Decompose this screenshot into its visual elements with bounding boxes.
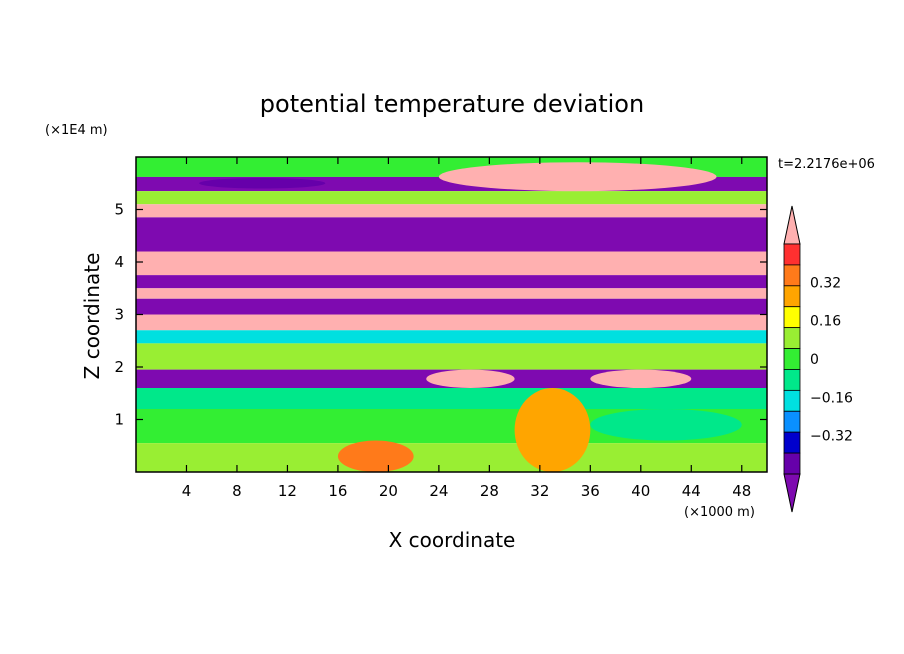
y-tick-label: 2: [114, 358, 124, 376]
x-tick-label: 16: [328, 482, 347, 500]
x-tick-label: 32: [530, 482, 549, 500]
x-tick-label: 40: [631, 482, 650, 500]
y-tick-label: 3: [114, 306, 124, 324]
y-tick-label: 4: [114, 253, 124, 271]
x-tick-label: 28: [480, 482, 499, 500]
contour-band: [136, 343, 767, 370]
colorbar-label: −0.16: [810, 390, 853, 406]
x-tick-label: 20: [379, 482, 398, 500]
colorbar-segment: [783, 348, 801, 370]
colorbar-segment: [783, 369, 801, 391]
x-tick-label: 24: [429, 482, 448, 500]
colorbar-label: 0.16: [810, 314, 841, 330]
x-tick-label: 4: [182, 482, 192, 500]
x-tick-label: 44: [682, 482, 701, 500]
contour-band: [136, 298, 767, 315]
colorbar-segment: [783, 306, 801, 329]
colorbar: 0.32 0.16 0 −0.16 −0.32: [783, 205, 853, 513]
colorbar-label: −0.32: [810, 429, 853, 445]
y-axis-label: Z coordinate: [80, 253, 104, 380]
colorbar-label: 0: [810, 352, 819, 368]
x-tick-label: 8: [232, 482, 242, 500]
x-tick-label: 36: [581, 482, 600, 500]
contour-band: [136, 330, 767, 344]
contour-band: [136, 388, 767, 409]
colorbar-label: 0.32: [810, 275, 841, 291]
contour-band: [136, 443, 767, 472]
contour-feature: [426, 369, 515, 388]
contour-band: [136, 251, 767, 276]
contour-band: [136, 275, 767, 289]
contour-band: [136, 314, 767, 331]
colorbar-segment: [783, 410, 801, 433]
contour-band: [136, 217, 767, 252]
colorbar-segment: [783, 389, 801, 412]
plot-area: [136, 157, 767, 472]
x-tick-label: 48: [732, 482, 751, 500]
x-unit-label: (×1000 m): [684, 505, 755, 520]
contour-feature: [514, 388, 591, 472]
colorbar-segment: [783, 285, 801, 308]
chart-title: potential temperature deviation: [260, 90, 644, 118]
y-tick-label: 5: [114, 201, 124, 219]
colorbar-segment: [783, 431, 801, 454]
colorbar-segment: [783, 327, 801, 349]
contour-band: [136, 191, 767, 205]
contour-feature: [337, 440, 414, 472]
contour-band: [136, 204, 767, 218]
x-tick-label: 12: [278, 482, 297, 500]
colorbar-segment: [783, 243, 801, 266]
contour-feature: [199, 178, 326, 189]
contour-feature: [590, 369, 692, 388]
colorbar-segment: [783, 452, 801, 475]
contour-feature: [438, 162, 717, 192]
x-axis-label: X coordinate: [389, 528, 516, 552]
contour-feature: [590, 409, 742, 441]
colorbar-segment: [783, 264, 801, 287]
y-tick-label: 1: [114, 411, 124, 429]
colorbar-top-arrow: [783, 205, 801, 245]
contour-band: [136, 288, 767, 299]
time-label: t=2.2176e+06: [778, 157, 875, 172]
colorbar-bottom-arrow: [783, 473, 801, 513]
y-unit-label: (×1E4 m): [45, 123, 108, 138]
